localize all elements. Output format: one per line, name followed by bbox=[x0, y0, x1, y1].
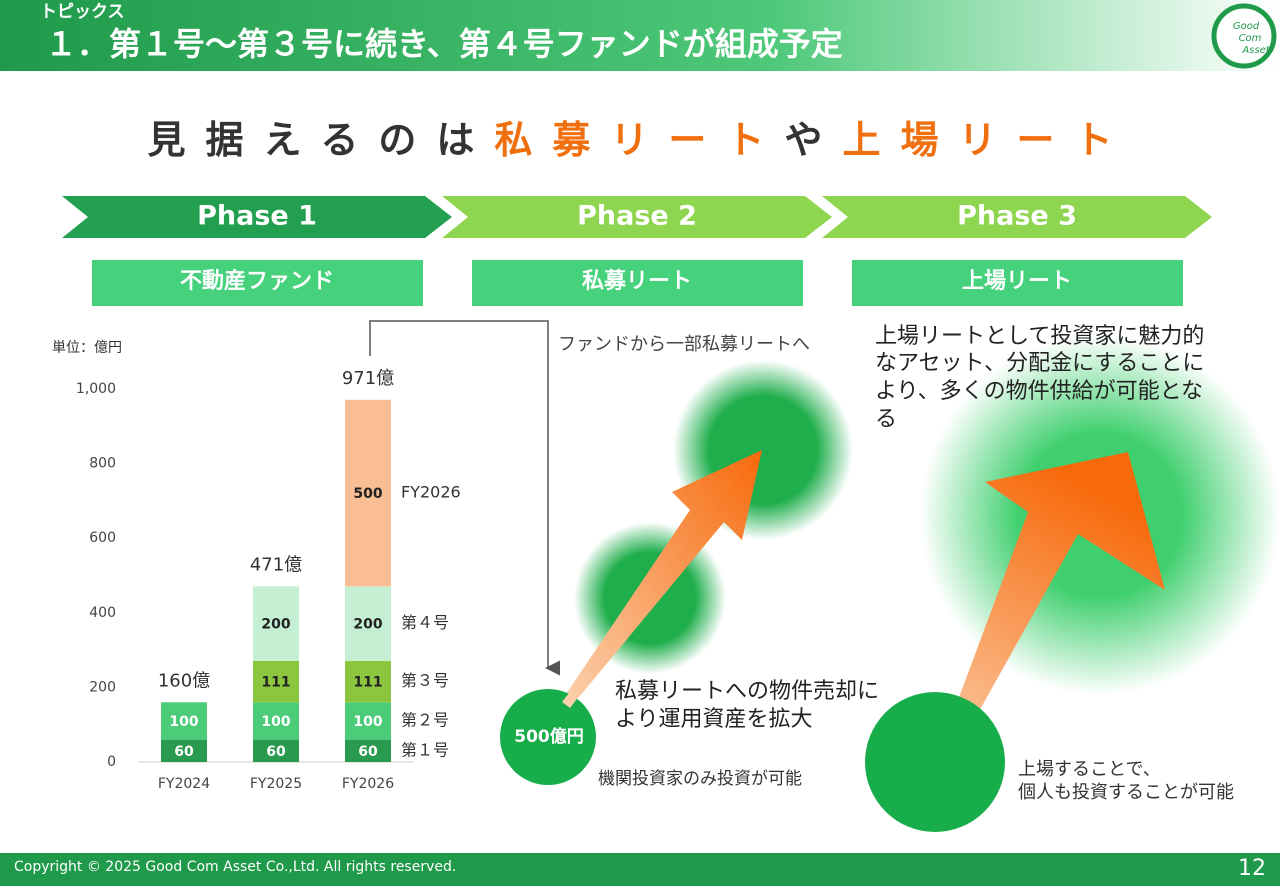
section-label: トピックス bbox=[40, 2, 125, 22]
note: ファンドから一部私募リートへ bbox=[558, 334, 810, 355]
x-tick-label: FY2026 bbox=[342, 776, 394, 792]
value-label: 100 bbox=[261, 714, 290, 730]
logo-text: Com bbox=[1239, 33, 1262, 44]
total-label: 971億 bbox=[342, 368, 394, 389]
value-label: 500 bbox=[353, 486, 382, 502]
bar-segment bbox=[345, 702, 391, 740]
stage-label: 不動産ファンド bbox=[180, 268, 334, 294]
bar-segment bbox=[345, 399, 391, 587]
headline: 見据えるのは私募リートや上場リート bbox=[148, 118, 1133, 162]
note: より運用資産を拡大 bbox=[615, 707, 813, 732]
footer-bar bbox=[0, 853, 1280, 886]
header-bar bbox=[0, 0, 1280, 71]
x-tick-label: FY2024 bbox=[158, 776, 210, 792]
value-label: 60 bbox=[174, 744, 194, 760]
note: 個人も投資することが可能 bbox=[1018, 782, 1234, 803]
stage-box bbox=[852, 260, 1183, 306]
value-label: 100 bbox=[169, 714, 198, 730]
stage-label: 上場リート bbox=[962, 269, 1072, 294]
logo: Good Com Asset bbox=[1211, 3, 1277, 69]
chart: 0 200 400 600 800 1,000 FY2024 60 100 160億 FY2025 6… bbox=[76, 368, 461, 792]
y-tick-label: 800 bbox=[89, 456, 116, 472]
bar-segment bbox=[345, 586, 391, 661]
y-tick-label: 1,000 bbox=[76, 381, 116, 397]
stage-box bbox=[472, 260, 803, 306]
bar-segment bbox=[253, 586, 299, 661]
phase-arrow bbox=[442, 196, 832, 238]
value-label: 111 bbox=[261, 675, 290, 691]
y-tick-label: 400 bbox=[89, 605, 116, 621]
bar-segment bbox=[253, 702, 299, 740]
copyright: Copyright © 2025 Good Com Asset Co.,Ltd.… bbox=[14, 859, 456, 875]
total-label: 160億 bbox=[158, 670, 210, 691]
legend-label: 第３号 bbox=[401, 671, 449, 690]
value-label: 60 bbox=[266, 744, 286, 760]
legend-label: 第１号 bbox=[401, 740, 449, 759]
stage-label: 私募リート bbox=[582, 269, 692, 294]
headline-part: 見据えるのは bbox=[148, 118, 495, 162]
x-tick-label: FY2025 bbox=[250, 776, 302, 792]
total-label: 471億 bbox=[250, 554, 302, 575]
legend-label: 第４号 bbox=[401, 613, 449, 632]
logo-text: Good bbox=[1233, 21, 1260, 32]
headline-part: 上場リート bbox=[842, 118, 1132, 162]
value-label: 60 bbox=[358, 744, 378, 760]
note: 機関投資家のみ投資が可能 bbox=[598, 769, 802, 789]
note: る bbox=[875, 407, 897, 432]
connector bbox=[369, 320, 560, 676]
unit-label: 単位：億円 bbox=[52, 340, 122, 356]
circle bbox=[500, 689, 596, 785]
bar-segment bbox=[345, 660, 391, 703]
headline-part: 私募リート bbox=[494, 118, 784, 162]
note: なアセット、分配金にすることに bbox=[875, 351, 1204, 376]
bar-segment bbox=[161, 739, 207, 762]
value-label: 200 bbox=[261, 617, 290, 633]
circle bbox=[865, 692, 1005, 832]
stage-box bbox=[92, 260, 423, 306]
y-tick-label: 600 bbox=[89, 530, 116, 546]
legend-label: 第２号 bbox=[401, 710, 449, 729]
logo-text: Asset bbox=[1241, 45, 1270, 56]
headline-part: や bbox=[784, 118, 842, 162]
growth-arrow bbox=[562, 458, 758, 708]
note: 上場リートとして投資家に魅力的 bbox=[875, 324, 1204, 349]
value-label: 111 bbox=[353, 675, 382, 691]
phase-arrow bbox=[62, 196, 452, 238]
legend-label: FY2026 bbox=[401, 483, 461, 502]
circle-label: 500億円 bbox=[514, 726, 584, 747]
bar-segment bbox=[253, 660, 299, 703]
note: 私募リートへの物件売却に bbox=[615, 679, 879, 704]
bar-segment bbox=[345, 739, 391, 762]
y-tick-label: 200 bbox=[89, 679, 116, 695]
value-label: 100 bbox=[353, 714, 382, 730]
note: より、多くの物件供給が可能とな bbox=[875, 379, 1203, 404]
slide-title: １．第１号～第３号に続き、第４号ファンドが組成予定 bbox=[45, 25, 843, 63]
y-tick-label: 0 bbox=[107, 754, 116, 770]
phase-label: Phase 3 bbox=[957, 201, 1077, 232]
phase-label: Phase 1 bbox=[197, 201, 317, 232]
bar-segment bbox=[161, 702, 207, 740]
bar-segment bbox=[253, 739, 299, 762]
phase-arrow bbox=[822, 196, 1212, 238]
note: 上場することで、 bbox=[1018, 759, 1161, 780]
growth-arrow bbox=[932, 452, 1165, 774]
phase-label: Phase 2 bbox=[577, 201, 697, 232]
page-number: 12 bbox=[1238, 856, 1266, 881]
value-label: 200 bbox=[353, 617, 382, 633]
